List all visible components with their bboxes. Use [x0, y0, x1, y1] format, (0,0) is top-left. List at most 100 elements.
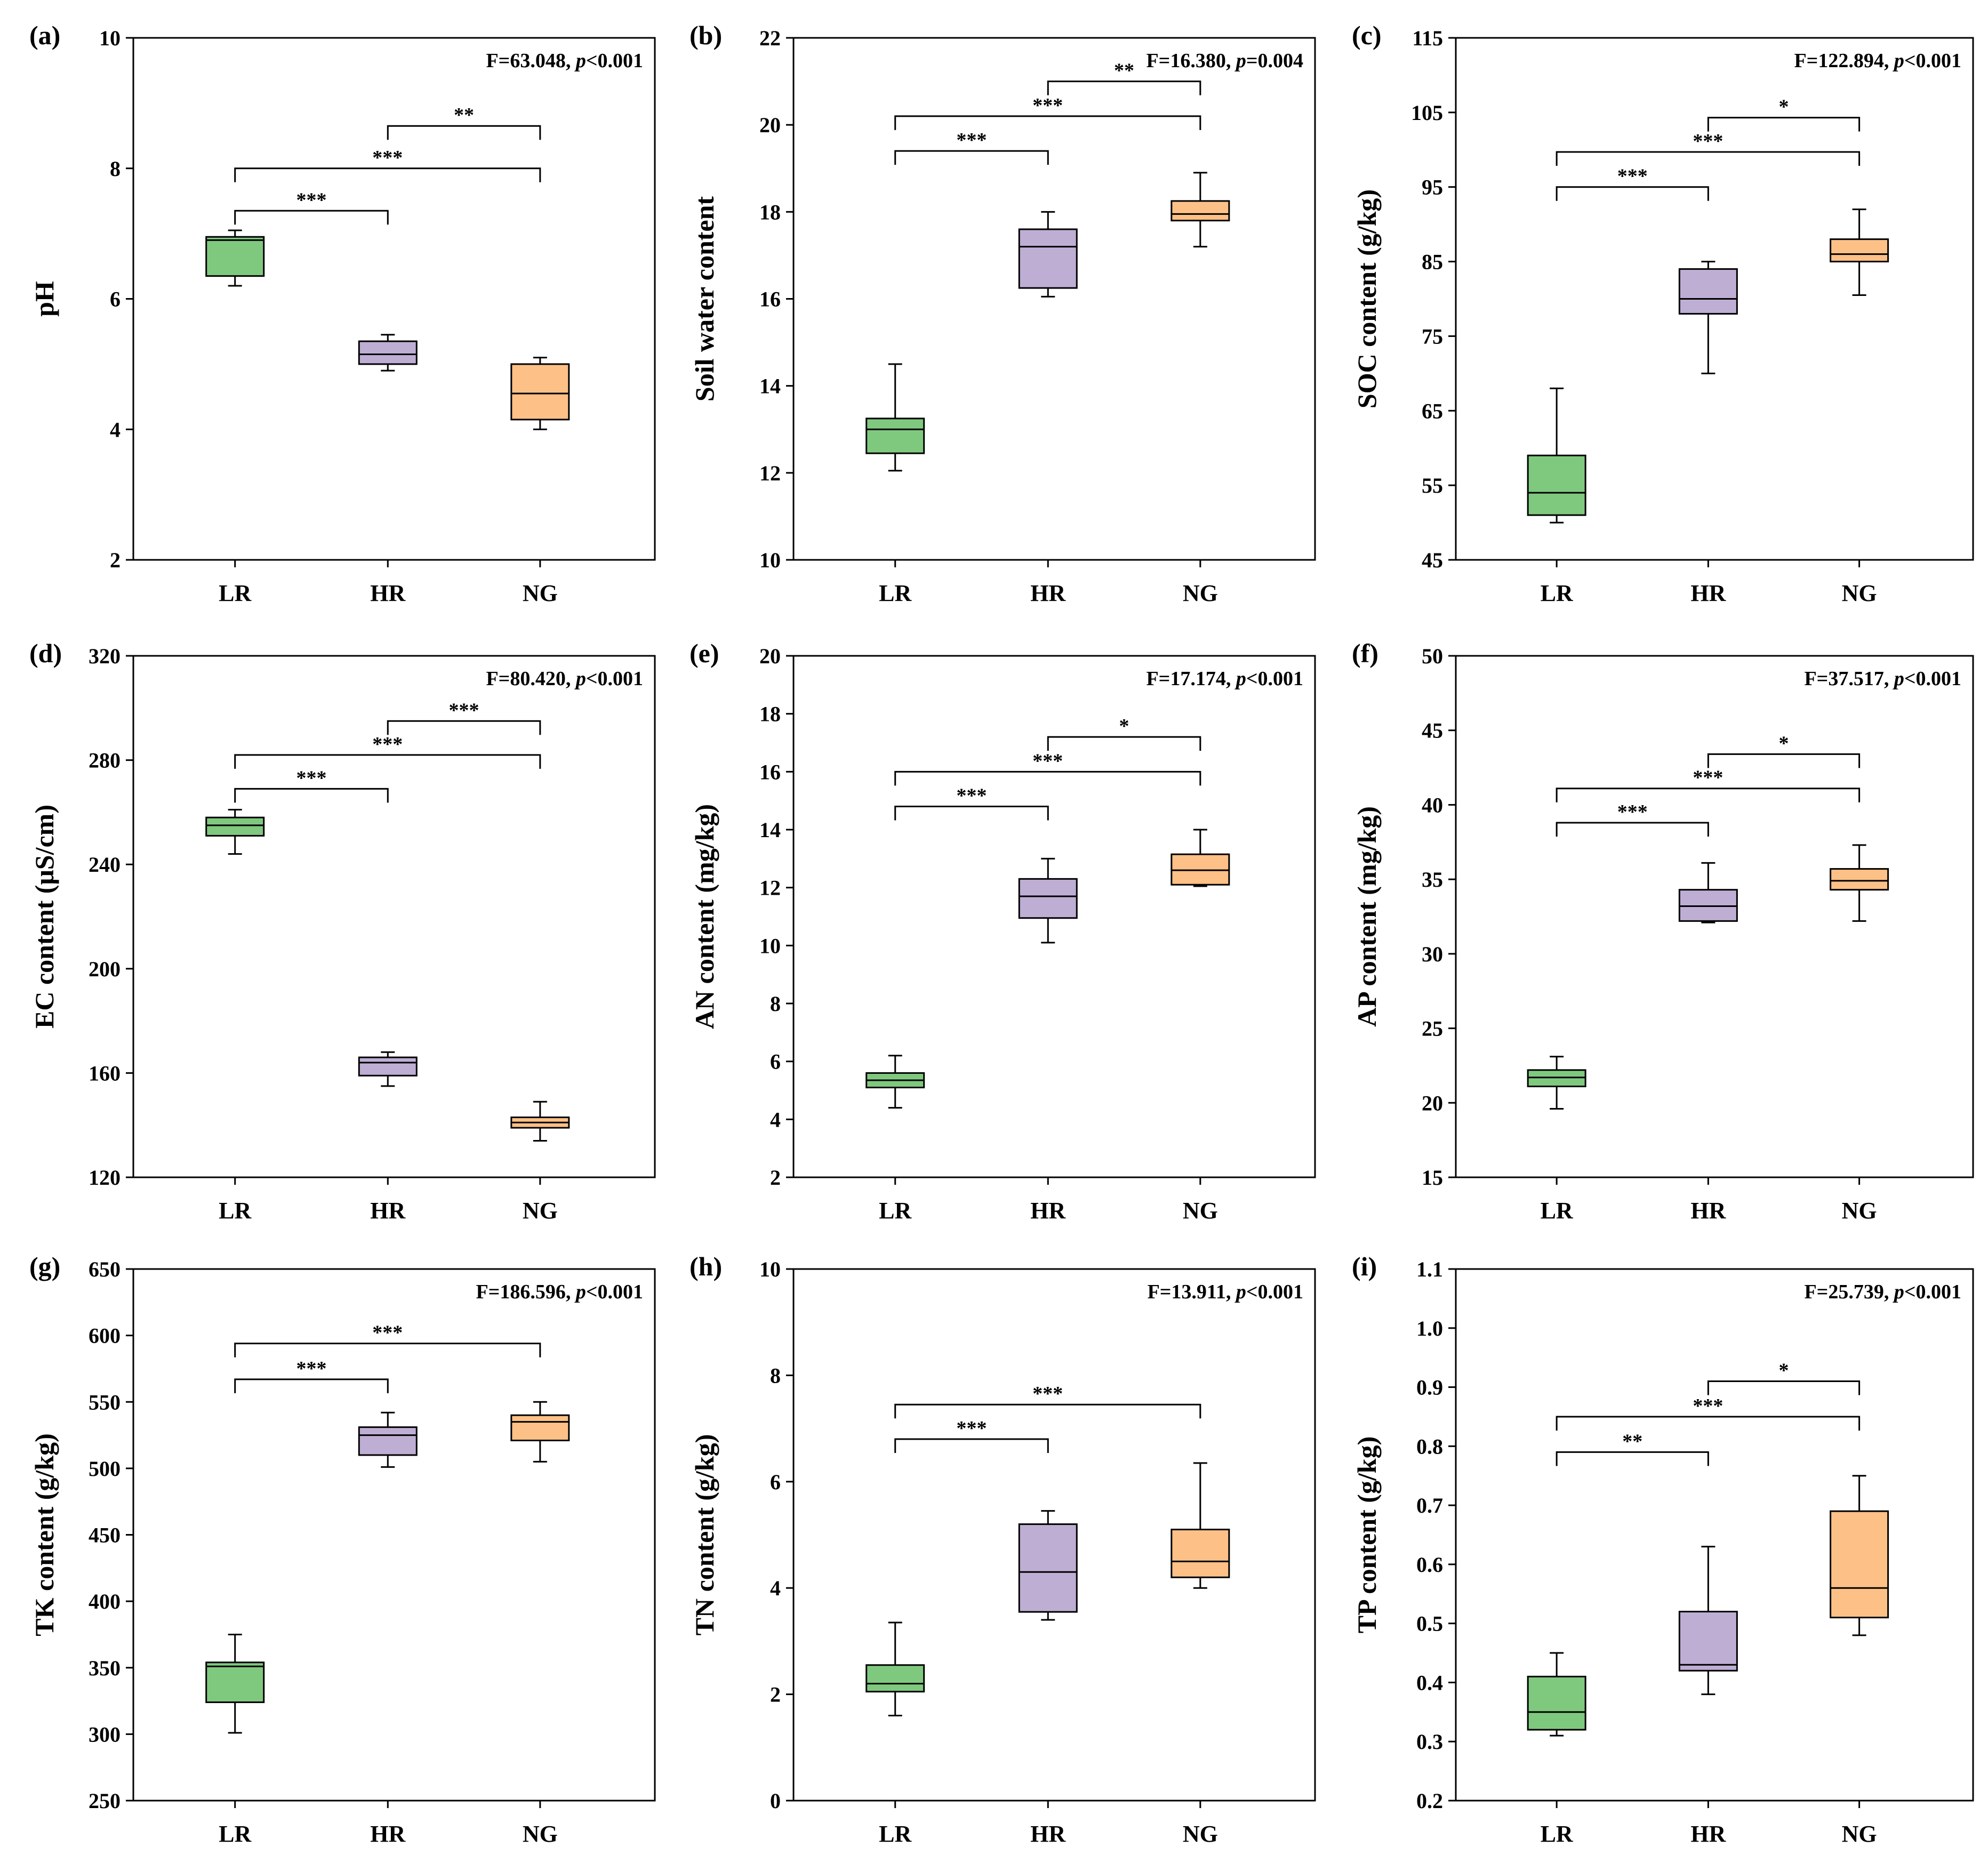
- y-tick-label: 450: [89, 1523, 121, 1547]
- y-tick-label: 10: [99, 26, 121, 50]
- y-tick-label: 12: [759, 876, 781, 900]
- x-tick-label-ng: NG: [1183, 580, 1218, 606]
- y-tick-label: 30: [1422, 942, 1443, 966]
- y-tick-label: 320: [89, 644, 121, 668]
- y-axis-title: pH: [29, 281, 59, 317]
- iqr-box: [358, 1056, 418, 1077]
- y-tick-label: 10: [759, 934, 781, 958]
- p-value: =0.004: [1246, 50, 1303, 72]
- f-statistic: F=17.174, p<0.001: [1146, 668, 1303, 690]
- y-tick-label: 280: [89, 749, 121, 773]
- f-value: F=122.894,: [1794, 50, 1894, 72]
- box-ng: [510, 1101, 570, 1142]
- iqr-box: [205, 1661, 265, 1704]
- panel-c: (c) 45 55 65 75 85 95 105 115 SOC content (g/kg) L…: [1352, 20, 1974, 606]
- plot-frame: [1455, 655, 1974, 1178]
- bracket-line: [894, 1438, 1049, 1454]
- y-tick-label: 8: [770, 992, 781, 1016]
- p-symbol: p: [574, 50, 586, 72]
- bracket-line: [234, 788, 389, 803]
- f-value: F=37.517,: [1804, 668, 1894, 690]
- y-tick-label: 55: [1422, 473, 1443, 497]
- f-value: F=186.596,: [476, 1281, 575, 1303]
- box-ng: [510, 1401, 570, 1463]
- x-tick-label-hr: HR: [1030, 580, 1066, 606]
- x-tick-label-ng: NG: [1842, 580, 1877, 606]
- x-tick-label-ng: NG: [1842, 1821, 1877, 1847]
- p-symbol: p: [1235, 668, 1246, 690]
- x-tick-label-hr: HR: [1690, 1821, 1726, 1847]
- x-tick-label-ng: NG: [1183, 1198, 1218, 1224]
- box-ng: [1171, 829, 1230, 887]
- y-tick-label: 240: [89, 853, 121, 877]
- box-hr: [358, 1051, 418, 1087]
- y-tick-label: 0.2: [1416, 1789, 1443, 1813]
- y-tick-label: 160: [89, 1061, 121, 1085]
- bracket-line: [234, 1378, 389, 1393]
- y-tick-label: 16: [759, 287, 781, 311]
- x-tick-label-ng: NG: [523, 580, 558, 606]
- y-tick-label: 350: [89, 1656, 121, 1680]
- iqr-box: [1018, 1523, 1078, 1613]
- x-tick-label-lr: LR: [879, 580, 912, 606]
- plot-frame: [132, 37, 656, 561]
- y-tick-label: 120: [89, 1166, 121, 1190]
- iqr-box: [865, 1664, 925, 1693]
- x-tick-label-lr: LR: [1541, 580, 1574, 606]
- plot-frame: [792, 655, 1316, 1178]
- f-statistic: F=16.380, p=0.004: [1146, 50, 1303, 72]
- x-tick-label-ng: NG: [523, 1821, 558, 1847]
- x-tick-label-lr: LR: [879, 1821, 912, 1847]
- y-tick-label: 6: [110, 287, 121, 311]
- y-tick-label: 18: [759, 200, 781, 224]
- bracket-line: [1707, 1380, 1861, 1395]
- y-tick-label: 600: [89, 1324, 121, 1348]
- bracket-line: [1556, 1451, 1709, 1466]
- iqr-box: [358, 340, 418, 365]
- y-tick-label: 95: [1422, 175, 1443, 199]
- bracket-line: [894, 806, 1049, 821]
- iqr-box: [1830, 868, 1889, 891]
- plot-frame: [132, 1268, 656, 1802]
- significance-bracket: ***: [894, 750, 1201, 786]
- y-tick-label: 1.1: [1416, 1257, 1443, 1281]
- significance-bracket: ***: [234, 147, 541, 182]
- y-tick-label: 0.3: [1416, 1730, 1443, 1754]
- significance-stars: ***: [1032, 750, 1063, 772]
- significance-bracket: ***: [894, 129, 1049, 165]
- y-axis-title: AN content (mg/kg): [690, 804, 719, 1029]
- plot-frame: [132, 655, 656, 1178]
- y-tick-label: 200: [89, 957, 121, 981]
- x-tick-label-ng: NG: [1183, 1821, 1218, 1847]
- y-tick-label: 2: [110, 548, 121, 572]
- x-tick-label-ng: NG: [523, 1198, 558, 1224]
- box-lr: [865, 1055, 925, 1109]
- panel-b: (b) 10 12 14 16 18 20 22 Soil water content LR HR N…: [690, 20, 1316, 606]
- iqr-box: [1527, 1675, 1586, 1731]
- bracket-line: [894, 150, 1049, 165]
- panel-label: (c): [1352, 20, 1382, 50]
- y-tick-label: 105: [1411, 101, 1443, 125]
- y-tick-label: 6: [770, 1470, 781, 1494]
- y-tick-label: 0.9: [1416, 1376, 1443, 1400]
- p-symbol: p: [1235, 1281, 1246, 1303]
- y-tick-label: 45: [1422, 719, 1443, 743]
- panel-d: (d) 120 160 200 240 280 320 EC content (μS/cm) L…: [29, 638, 656, 1224]
- bracket-line: [1556, 1416, 1861, 1431]
- x-tick-label-lr: LR: [219, 580, 252, 606]
- plot-frame: [1455, 37, 1974, 561]
- y-tick-label: 250: [89, 1789, 121, 1813]
- significance-stars: ***: [1693, 767, 1723, 789]
- x-tick-label-hr: HR: [1030, 1821, 1066, 1847]
- panel-i: (i) 0.2 0.3 0.4 0.5 0.6 0.7 0.8 0.9 1.0 1.1 TP cont…: [1352, 1251, 1974, 1847]
- significance-bracket: ***: [1556, 767, 1861, 802]
- y-tick-label: 75: [1422, 324, 1443, 348]
- y-tick-label: 0.8: [1416, 1434, 1443, 1458]
- p-symbol: p: [1235, 50, 1246, 72]
- y-tick-label: 2: [770, 1683, 781, 1707]
- x-tick-label-lr: LR: [219, 1198, 252, 1224]
- panel-label: (a): [29, 20, 60, 50]
- significance-bracket: **: [1556, 1430, 1709, 1466]
- y-tick-label: 14: [759, 374, 781, 398]
